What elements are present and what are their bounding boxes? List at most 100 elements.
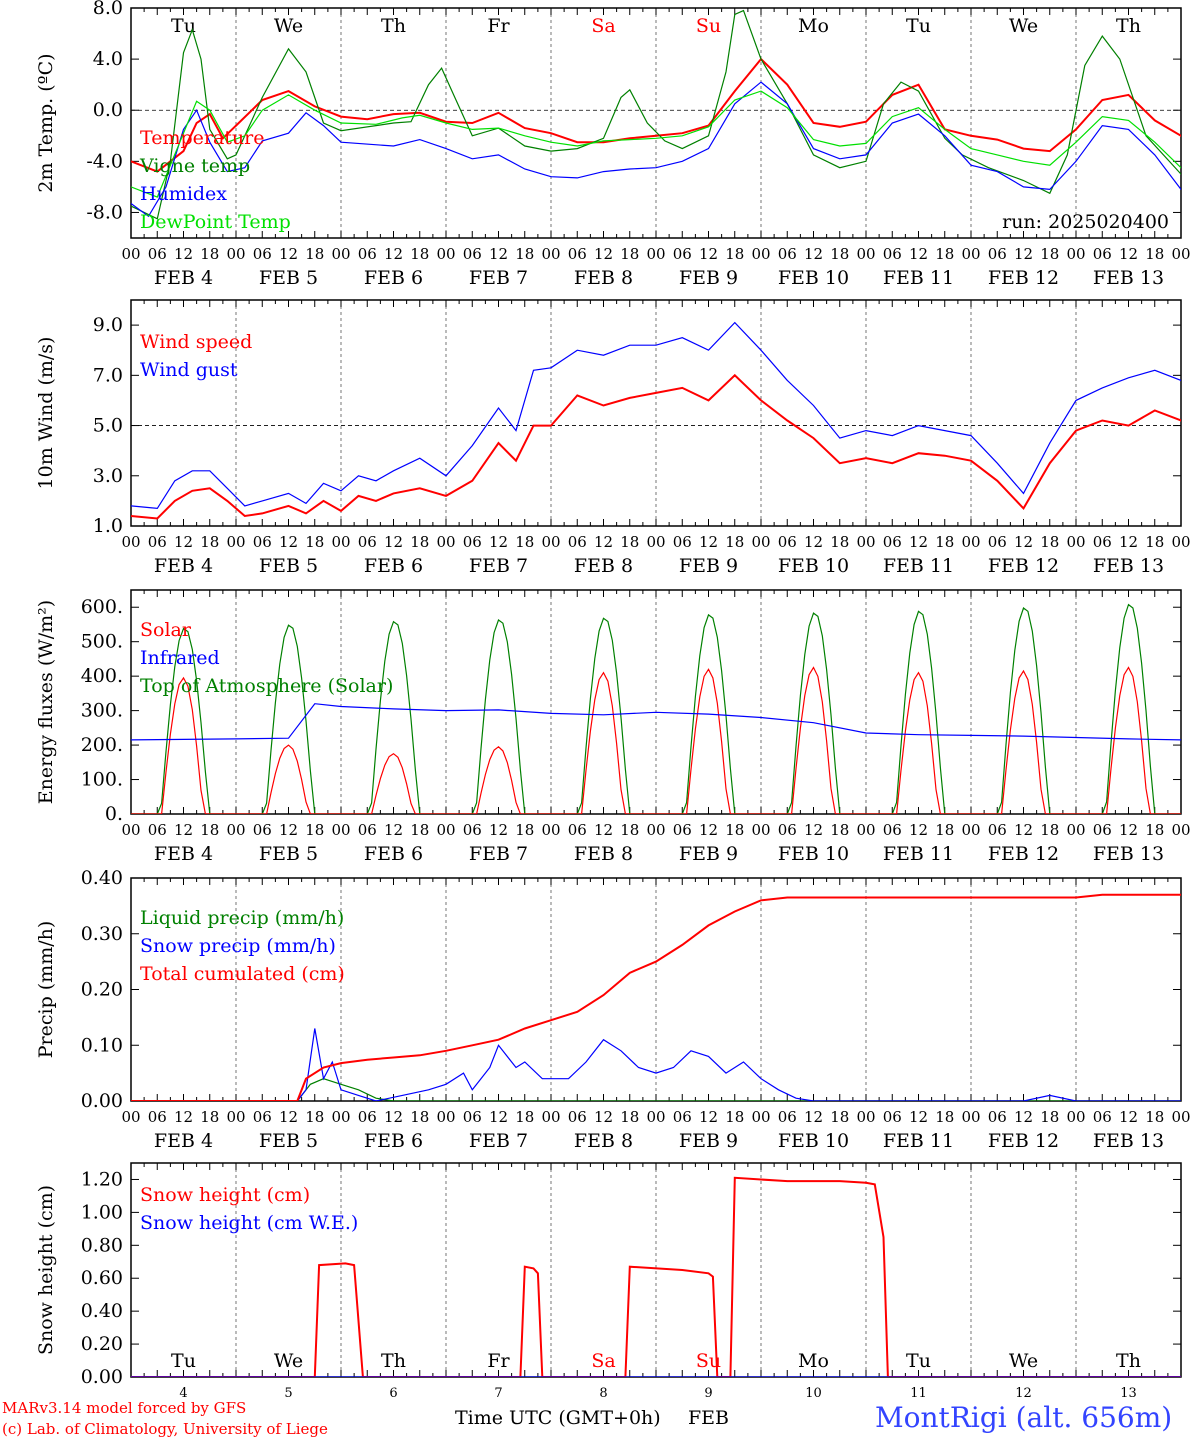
hour-label: 12: [1014, 821, 1033, 839]
y-tick-label: 9.0: [93, 314, 123, 336]
hour-label: 06: [148, 245, 167, 263]
y-tick-label: 300.: [81, 700, 123, 722]
hour-label: 00: [1066, 533, 1085, 551]
hour-label: 06: [568, 1108, 587, 1126]
series-solar: [131, 666, 1181, 814]
hour-label: 18: [1040, 533, 1059, 551]
hour-label: 18: [830, 1108, 849, 1126]
date-label: FEB 8: [574, 1130, 633, 1152]
hour-label: 18: [200, 245, 219, 263]
hour-label: 06: [148, 821, 167, 839]
hour-label: 06: [358, 821, 377, 839]
hour-label: 12: [489, 821, 508, 839]
weekday-label: Su: [696, 1350, 721, 1372]
series-top-of-atmosphere-solar: [131, 603, 1181, 814]
hour-label: 18: [305, 821, 324, 839]
date-label: FEB 11: [883, 555, 954, 577]
y-tick-label: 500.: [81, 631, 123, 653]
hour-label: 12: [1014, 533, 1033, 551]
weekday-label: Tu: [906, 1350, 931, 1372]
series-vigne-temp: [131, 9, 1181, 220]
series-total-cumulated-cm: [131, 893, 1181, 1101]
panel-2m-temp-c: 8.0 4.0 0.0 -4.0 -8.0 2m Temp. (ºC) 00 06 12 18 FE…: [35, 0, 1191, 289]
hour-label: 12: [699, 821, 718, 839]
station-title: MontRigi (alt. 656m): [875, 1401, 1172, 1434]
date-label: FEB 5: [259, 843, 318, 865]
hour-label: 00: [1171, 533, 1190, 551]
hour-label: 00: [331, 1108, 350, 1126]
y-tick-label: 1.0: [93, 515, 123, 537]
hour-label: 06: [358, 1108, 377, 1126]
y-tick-label: 0.80: [81, 1234, 123, 1256]
hour-label: 00: [436, 821, 455, 839]
hour-label: 18: [1040, 245, 1059, 263]
hour-label: 00: [226, 821, 245, 839]
hour-label: 12: [909, 1108, 928, 1126]
hour-label: 06: [673, 245, 692, 263]
hour-label: 00: [226, 1108, 245, 1126]
hour-label: 00: [121, 533, 140, 551]
hour-label: 18: [200, 1108, 219, 1126]
hour-label: 00: [331, 821, 350, 839]
hour-label: 00: [961, 245, 980, 263]
hour-label: 06: [883, 1108, 902, 1126]
hour-label: 06: [1093, 245, 1112, 263]
day-number: 6: [389, 1386, 397, 1401]
hour-label: 06: [673, 1108, 692, 1126]
hour-label: 00: [961, 821, 980, 839]
weekday-label: We: [1009, 15, 1038, 37]
weekday-label: Sa: [591, 1350, 615, 1372]
hour-label: 00: [646, 245, 665, 263]
hour-label: 18: [830, 533, 849, 551]
hour-label: 00: [1066, 821, 1085, 839]
hour-label: 18: [620, 245, 639, 263]
hour-label: 12: [804, 1108, 823, 1126]
hour-label: 12: [909, 245, 928, 263]
date-label: FEB 7: [469, 267, 528, 289]
weekday-label: Fr: [487, 1350, 510, 1372]
weekday-label: Tu: [906, 15, 931, 37]
hour-label: 12: [909, 821, 928, 839]
y-axis-label: Snow height (cm): [35, 1185, 57, 1355]
date-label: FEB 4: [154, 1130, 213, 1152]
hour-label: 06: [883, 533, 902, 551]
date-label: FEB 5: [259, 1130, 318, 1152]
legend-top-of-atmosphere-solar: Top of Atmosphere (Solar): [140, 675, 393, 697]
hour-label: 18: [830, 245, 849, 263]
credit-line-2: (c) Lab. of Climatology, University of L…: [2, 1420, 328, 1438]
series-humidex: [131, 81, 1181, 218]
hour-label: 00: [751, 245, 770, 263]
hour-label: 06: [883, 821, 902, 839]
hour-label: 12: [594, 533, 613, 551]
hour-label: 12: [804, 533, 823, 551]
y-tick-label: 0.: [105, 803, 123, 825]
hour-label: 18: [200, 533, 219, 551]
weekday-label: Th: [381, 15, 406, 37]
y-tick-label: 0.30: [81, 923, 123, 945]
hour-label: 00: [1066, 245, 1085, 263]
hour-label: 00: [541, 245, 560, 263]
plot-frame: [130, 589, 1182, 815]
hour-label: 00: [436, 533, 455, 551]
y-tick-label: 0.40: [81, 1300, 123, 1322]
hour-label: 06: [988, 1108, 1007, 1126]
date-label: FEB 12: [988, 843, 1059, 865]
date-label: FEB 7: [469, 555, 528, 577]
date-label: FEB 8: [574, 555, 633, 577]
date-label: FEB 12: [988, 267, 1059, 289]
hour-label: 06: [253, 821, 272, 839]
date-label: FEB 6: [364, 555, 423, 577]
legend-solar: Solar: [140, 619, 192, 641]
hour-label: 00: [541, 533, 560, 551]
day-number: 10: [805, 1386, 822, 1401]
y-tick-label: -4.0: [86, 150, 123, 172]
y-axis-label: Energy fluxes (W/m²): [35, 600, 57, 804]
hour-label: 06: [673, 821, 692, 839]
date-label: FEB 4: [154, 555, 213, 577]
hour-label: 12: [909, 533, 928, 551]
weekday-label: Th: [381, 1350, 406, 1372]
hour-label: 18: [620, 821, 639, 839]
y-tick-label: 4.0: [93, 48, 123, 70]
y-tick-label: 0.40: [81, 867, 123, 889]
series-temperature: [131, 57, 1181, 173]
